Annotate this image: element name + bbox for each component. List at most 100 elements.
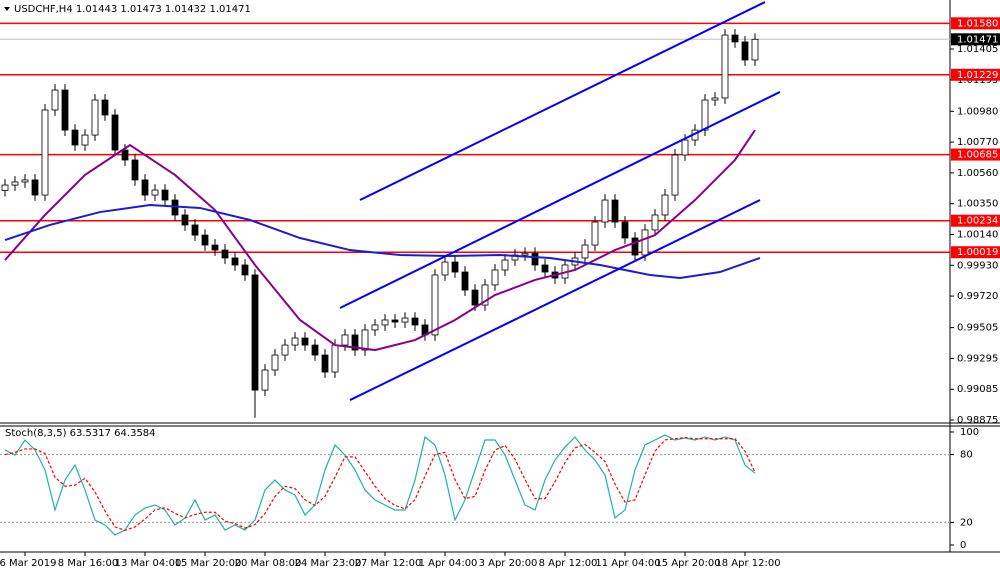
y-tick-label: 0.99720 (957, 291, 998, 302)
candle-body (51, 89, 59, 111)
y-tick-label: 0 (960, 540, 966, 551)
candle-body (91, 99, 99, 136)
x-tick-label: 24 Mar 23:00 (295, 558, 362, 569)
candle-body (631, 237, 639, 256)
candle-body (271, 354, 279, 371)
candle-body (71, 129, 79, 146)
candle-body (621, 221, 629, 239)
candle-body (491, 269, 499, 286)
x-tick-label: 15 Apr 20:00 (655, 558, 720, 569)
candle-body (281, 344, 289, 356)
candle-body (241, 264, 249, 276)
level-label-bg (951, 68, 1000, 81)
candle-body (301, 337, 309, 346)
candle-body (231, 257, 239, 266)
candle-body (291, 337, 299, 346)
symbol-header: USDCHF,H4 1.01443 1.01473 1.01432 1.0147… (14, 4, 251, 15)
last-price-label: 1.01471 (957, 34, 998, 45)
menu-arrow[interactable] (4, 7, 10, 11)
level-label: 1.01580 (957, 18, 998, 29)
x-tick-label: 27 Mar 12:00 (355, 558, 422, 569)
candle-body (581, 244, 589, 259)
candle-body (101, 99, 109, 116)
candle-body (181, 214, 189, 226)
candle-body (521, 252, 529, 256)
candle-body (111, 114, 119, 151)
y-tick-label: 1.01405 (957, 44, 998, 55)
candle-body (401, 317, 409, 323)
candle-body (541, 264, 549, 273)
level-label: 1.00234 (957, 216, 998, 227)
candle-body (361, 329, 369, 351)
candle-body (471, 289, 479, 306)
candle-body (341, 334, 349, 346)
y-tick-label: 0.99505 (957, 323, 998, 334)
candle-body (711, 97, 719, 101)
candle-body (641, 229, 649, 256)
candle-body (651, 214, 659, 231)
candle-body (61, 89, 69, 131)
channel-line (359, 1, 766, 201)
moving-average (4, 204, 761, 280)
candle-body (211, 244, 219, 251)
candle-body (11, 181, 19, 186)
candle-body (701, 99, 709, 131)
candle-body (681, 139, 689, 156)
level-label-bg (951, 246, 1000, 259)
candle-body (591, 221, 599, 246)
y-tick-label: 0.99085 (957, 384, 998, 395)
moving-average (4, 129, 756, 352)
candle-body (221, 249, 229, 259)
x-tick-label: 8 Mar 16:00 (58, 558, 118, 569)
candle-body (251, 274, 259, 391)
candle-body (731, 34, 739, 43)
candle-body (381, 319, 389, 326)
y-tick-label: 0.98875 (957, 415, 998, 426)
candle-body (501, 259, 509, 271)
channel-line (349, 199, 761, 401)
y-tick-label: 1.00350 (957, 199, 998, 210)
candle-body (191, 224, 199, 236)
candle-body (121, 149, 129, 161)
candle-body (391, 319, 399, 323)
x-tick-label: 20 Mar 08:00 (235, 558, 302, 569)
candle-body (441, 261, 449, 276)
candle-body (611, 199, 619, 223)
candle-body (161, 189, 169, 201)
candle-body (81, 134, 89, 146)
candle-body (741, 41, 749, 61)
y-tick-label: 1.00770 (957, 137, 998, 148)
candle-body (321, 354, 329, 373)
candle-body (481, 284, 489, 306)
x-tick-label: 18 Apr 12:00 (715, 558, 780, 569)
candle-body (431, 274, 439, 336)
candle-body (1, 184, 9, 191)
candle-body (311, 344, 319, 356)
candle-body (451, 261, 459, 273)
candle-body (531, 252, 539, 266)
x-tick-label: 13 Mar 04:00 (115, 558, 182, 569)
candle-body (41, 109, 49, 196)
x-tick-label: 3 Apr 20:00 (479, 558, 538, 569)
y-tick-label: 1.00560 (957, 168, 998, 179)
candle-body (751, 38, 759, 61)
oscillator-line (4, 434, 756, 536)
candle-body (261, 369, 269, 391)
candle-body (461, 271, 469, 291)
candle-body (151, 189, 159, 196)
x-tick-label: 1 Apr 04:00 (419, 558, 478, 569)
candle-body (411, 317, 419, 326)
channel-line (339, 91, 781, 309)
y-tick-label: 0.99930 (957, 260, 998, 271)
level-label-bg (951, 17, 1000, 30)
candle-body (371, 324, 379, 331)
stoch-title: Stoch(8,3,5) 63.5317 64.3584 (5, 428, 156, 439)
candle-body (21, 179, 29, 183)
y-tick-label: 1.00980 (957, 106, 998, 117)
level-label: 1.00685 (957, 150, 998, 161)
candle-body (141, 179, 149, 196)
candle-body (201, 234, 209, 246)
oscillator-line (4, 437, 756, 531)
